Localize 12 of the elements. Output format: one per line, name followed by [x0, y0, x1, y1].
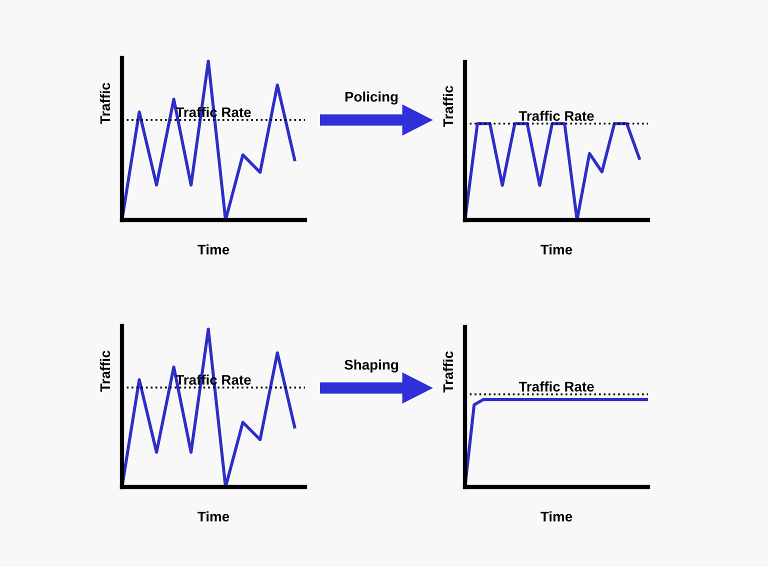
- x-axis-title: Time: [198, 511, 230, 522]
- y-axis-title: Traffic: [100, 82, 110, 124]
- y-axis-title: Traffic: [100, 350, 110, 392]
- ref-line-label: Traffic Rate: [518, 110, 594, 121]
- ref-line-label: Traffic Rate: [518, 381, 594, 392]
- y-axis-title: Traffic: [442, 351, 454, 392]
- x-axis-title: Time: [198, 244, 230, 255]
- text: Shaping: [344, 359, 398, 373]
- y-axis-title: Traffic: [442, 86, 454, 127]
- x-axis-title: Time: [540, 244, 572, 255]
- x-axis-title: Time: [540, 511, 572, 522]
- text: Policing: [345, 91, 398, 105]
